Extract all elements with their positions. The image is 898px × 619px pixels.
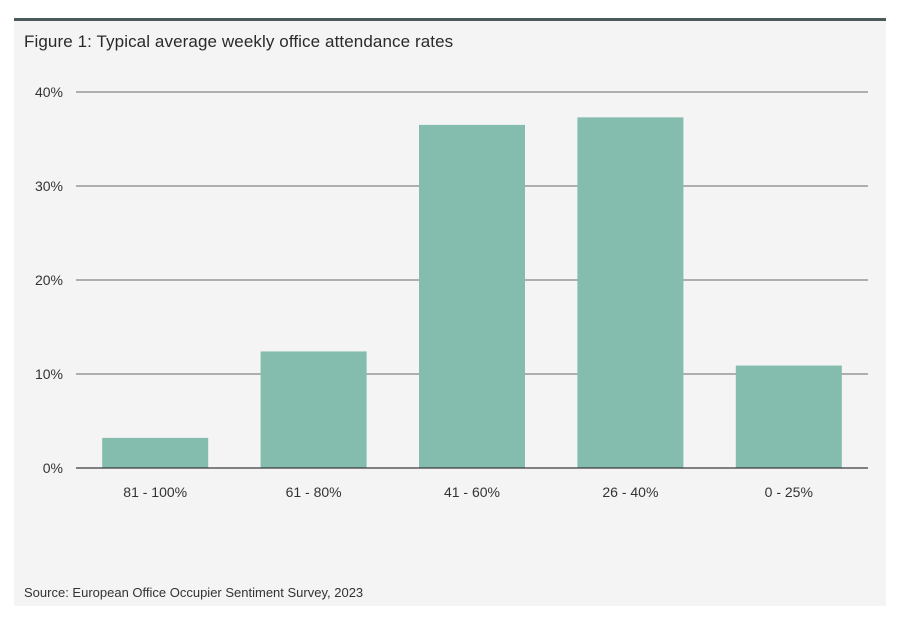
x-tick-label: 26 - 40% — [602, 484, 658, 500]
x-tick-label: 61 - 80% — [286, 484, 342, 500]
bar-3 — [577, 117, 684, 468]
x-tick-label: 81 - 100% — [123, 484, 187, 500]
y-tick-label: 30% — [35, 178, 63, 194]
source-note: Source: European Office Occupier Sentime… — [24, 585, 364, 600]
x-axis-labels: 81 - 100% 61 - 80% 41 - 60% 26 - 40% 0 - 25% — [123, 484, 813, 500]
y-tick-label: 40% — [35, 84, 63, 100]
x-tick-label: 41 - 60% — [444, 484, 500, 500]
bar-2 — [419, 124, 525, 469]
bar-0 — [102, 437, 209, 468]
y-tick-label: 20% — [35, 272, 63, 288]
y-axis-labels: 0% 10% 20% 30% 40% — [35, 84, 63, 476]
bars — [102, 117, 842, 469]
x-tick-label: 0 - 25% — [765, 484, 813, 500]
y-tick-label: 0% — [43, 460, 63, 476]
chart-title: Figure 1: Typical average weekly office … — [24, 32, 454, 51]
bar-4 — [735, 365, 842, 468]
y-tick-label: 10% — [35, 366, 63, 382]
bar-1 — [260, 351, 367, 468]
